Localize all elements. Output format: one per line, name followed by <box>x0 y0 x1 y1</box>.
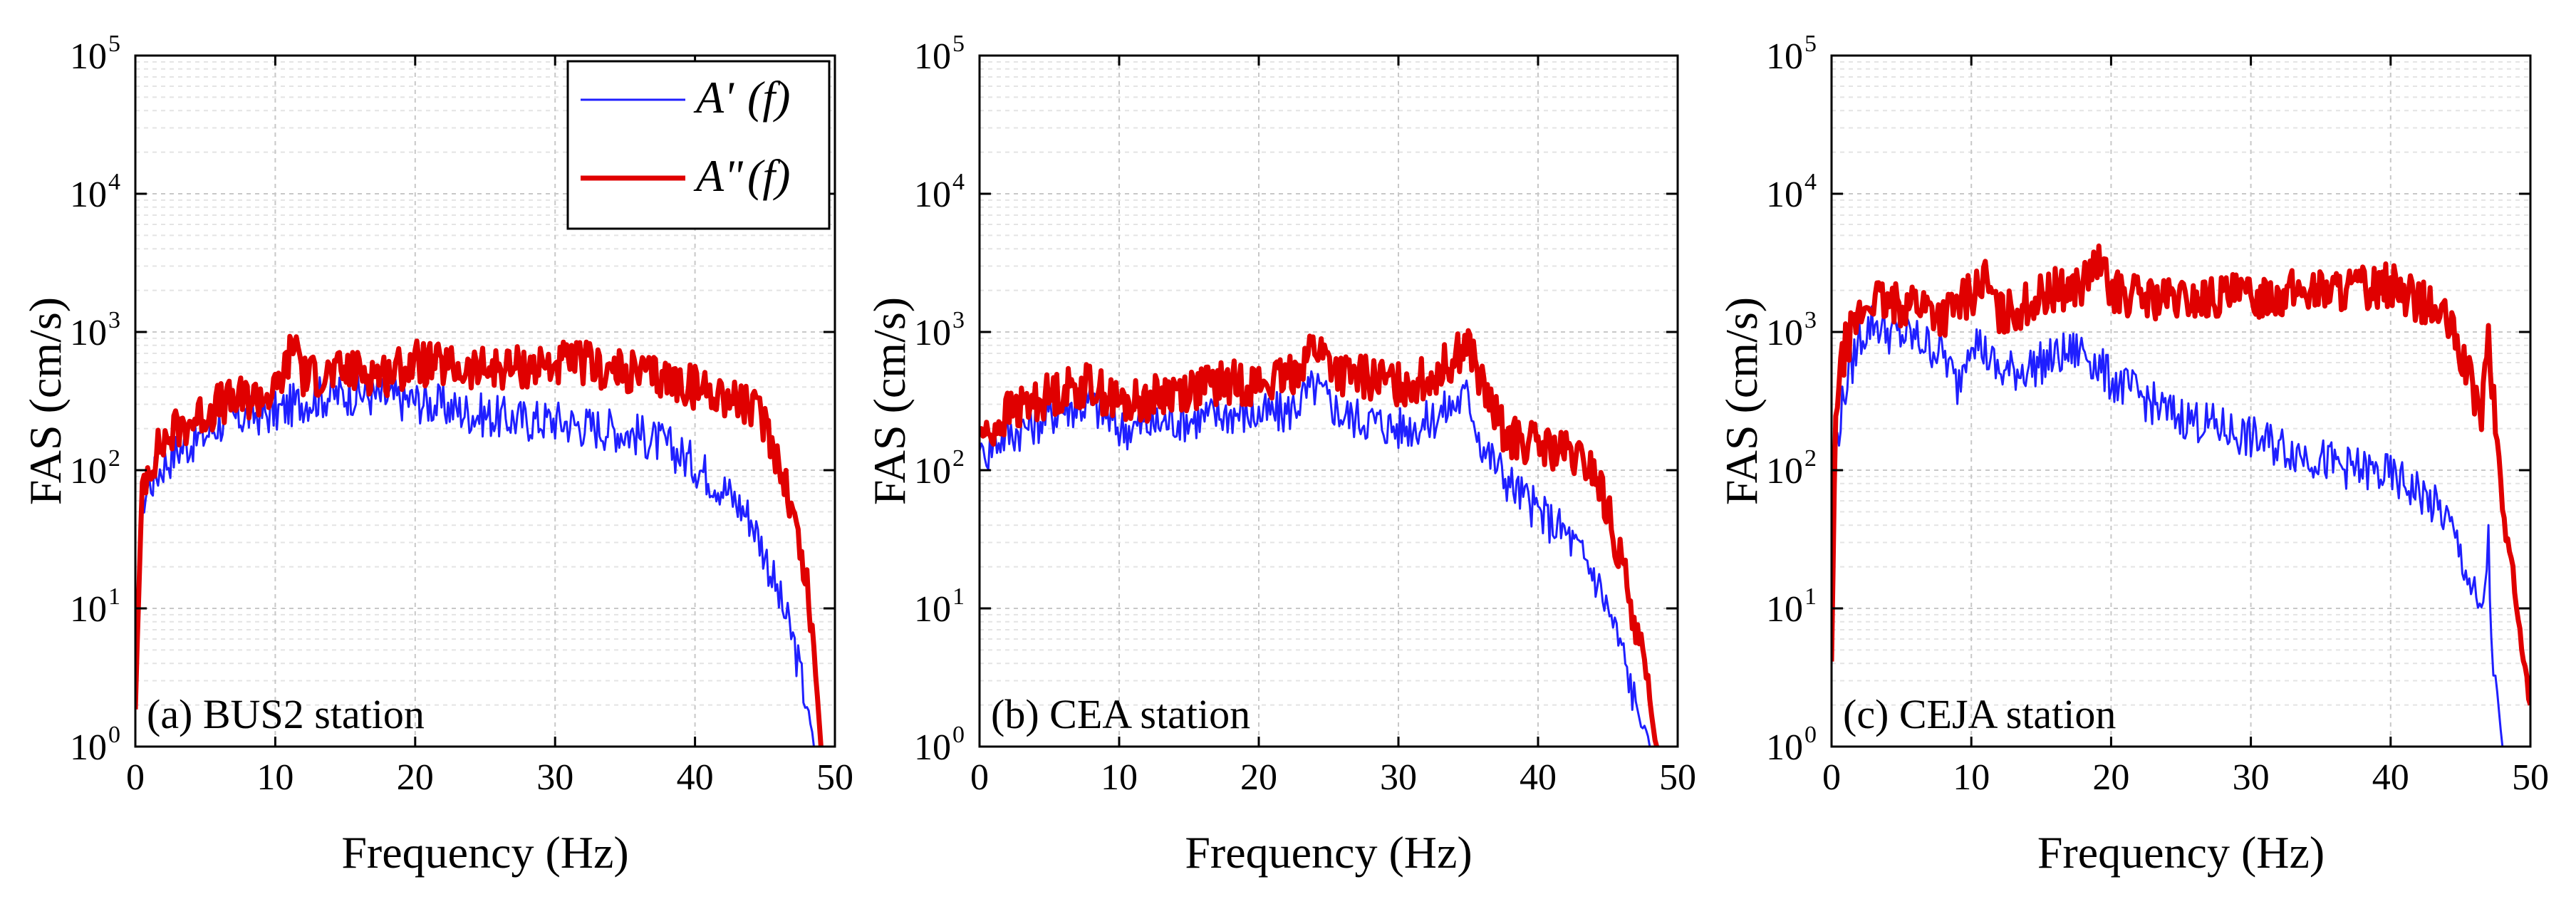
y-tick-base: 10 <box>1766 36 1803 77</box>
y-tick-label: 10 5 <box>70 31 120 77</box>
y-tick-base: 10 <box>914 36 951 77</box>
panel-label: (c) CEJA station <box>1843 691 2116 737</box>
y-axis-label: FAS (cm/s) <box>20 297 71 505</box>
y-tick-exponent: 3 <box>1804 307 1817 333</box>
series-a-double-prime-line <box>135 333 824 747</box>
x-tick-label: 20 <box>2092 757 2129 798</box>
x-tick-label: 50 <box>816 757 853 798</box>
y-tick-label: 10 4 <box>70 169 120 215</box>
y-tick-base: 10 <box>70 727 107 768</box>
grid <box>980 56 1678 747</box>
y-tick-base: 10 <box>1766 313 1803 353</box>
y-tick-exponent: 0 <box>1804 722 1817 748</box>
x-axis-label: Frequency (Hz) <box>341 827 628 878</box>
x-tick-label: 0 <box>126 757 145 798</box>
legend-label-arg: (f) <box>747 150 790 201</box>
y-tick-exponent: 2 <box>1804 445 1817 472</box>
y-axis-label: FAS (cm/s) <box>864 297 915 505</box>
y-tick-exponent: 3 <box>108 307 120 333</box>
y-tick-base: 10 <box>70 313 107 353</box>
x-tick-label: 20 <box>1240 757 1277 798</box>
x-axis-label: Frequency (Hz) <box>2037 827 2325 878</box>
y-axis-label: FAS (cm/s) <box>1716 297 1767 505</box>
y-tick-exponent: 0 <box>952 722 965 748</box>
y-tick-label: 10 4 <box>914 169 965 215</box>
x-tick-label: 40 <box>677 757 714 798</box>
legend-box <box>566 60 831 230</box>
series-a-double-prime-line <box>1832 243 2530 706</box>
y-tick-label: 10 3 <box>1766 307 1817 353</box>
y-tick-base: 10 <box>914 451 951 492</box>
y-tick-label: 10 2 <box>1766 445 1817 492</box>
legend-label: A" <box>693 150 744 201</box>
axes-frame <box>1830 54 2532 748</box>
y-tick-exponent: 0 <box>108 722 120 748</box>
y-tick-label: 10 5 <box>1766 31 1817 77</box>
y-tick-base: 10 <box>70 175 107 215</box>
panel-label: (a) BUS2 station <box>147 691 425 737</box>
y-tick-label: 10 1 <box>70 583 120 630</box>
legend-label: A' <box>693 72 734 123</box>
y-tick-base: 10 <box>1766 727 1803 768</box>
y-tick-label: 10 4 <box>1766 169 1817 215</box>
y-tick-exponent: 1 <box>1804 583 1817 610</box>
y-tick-base: 10 <box>914 313 951 353</box>
y-tick-exponent: 2 <box>108 445 120 472</box>
series-a-double-prime-line <box>980 328 1659 747</box>
y-tick-label: 10 0 <box>1766 722 1817 768</box>
y-tick-label: 10 0 <box>914 722 965 768</box>
y-tick-base: 10 <box>914 175 951 215</box>
x-tick-label: 50 <box>1659 757 1696 798</box>
y-tick-base: 10 <box>1766 589 1803 630</box>
y-tick-base: 10 <box>1766 175 1803 215</box>
x-axis-label: Frequency (Hz) <box>1185 827 1472 878</box>
y-tick-label: 10 1 <box>1766 583 1817 630</box>
axes-frame <box>134 54 836 748</box>
y-tick-base: 10 <box>914 589 951 630</box>
x-tick-label: 30 <box>1380 757 1417 798</box>
x-tick-label: 10 <box>1953 757 1990 798</box>
y-tick-label: 10 5 <box>914 31 965 77</box>
legend-label-arg: (f) <box>747 72 790 123</box>
x-tick-label: 10 <box>1101 757 1138 798</box>
panel-label: (b) CEA station <box>991 691 1250 737</box>
x-tick-label: 50 <box>2512 757 2549 798</box>
y-tick-label: 10 2 <box>70 445 120 492</box>
y-tick-exponent: 5 <box>952 31 965 57</box>
y-tick-exponent: 3 <box>952 307 965 333</box>
y-tick-base: 10 <box>1766 451 1803 492</box>
x-tick-label: 30 <box>2233 757 2270 798</box>
y-tick-label: 10 3 <box>914 307 965 353</box>
y-tick-exponent: 1 <box>108 583 120 610</box>
y-tick-label: 10 2 <box>914 445 965 492</box>
y-tick-base: 10 <box>70 36 107 77</box>
y-tick-exponent: 4 <box>1804 169 1817 195</box>
y-tick-label: 10 0 <box>70 722 120 768</box>
y-tick-exponent: 5 <box>1804 31 1817 57</box>
y-tick-base: 10 <box>914 727 951 768</box>
x-tick-label: 0 <box>970 757 989 798</box>
x-tick-label: 30 <box>536 757 573 798</box>
x-tick-label: 10 <box>256 757 294 798</box>
y-tick-label: 10 1 <box>914 583 965 630</box>
y-tick-exponent: 2 <box>952 445 965 472</box>
legend: A' (f)A" (f) <box>566 60 831 230</box>
x-tick-label: 40 <box>1520 757 1557 798</box>
y-tick-base: 10 <box>70 589 107 630</box>
y-tick-exponent: 4 <box>108 169 120 195</box>
y-tick-label: 10 3 <box>70 307 120 353</box>
axes-frame <box>978 54 1679 748</box>
y-tick-exponent: 1 <box>952 583 965 610</box>
y-tick-base: 10 <box>70 451 107 492</box>
y-tick-exponent: 4 <box>952 169 965 195</box>
y-tick-exponent: 5 <box>108 31 120 57</box>
x-tick-label: 20 <box>397 757 434 798</box>
series-a-prime-line <box>1832 305 2504 747</box>
x-tick-label: 40 <box>2372 757 2409 798</box>
x-tick-label: 0 <box>1822 757 1841 798</box>
